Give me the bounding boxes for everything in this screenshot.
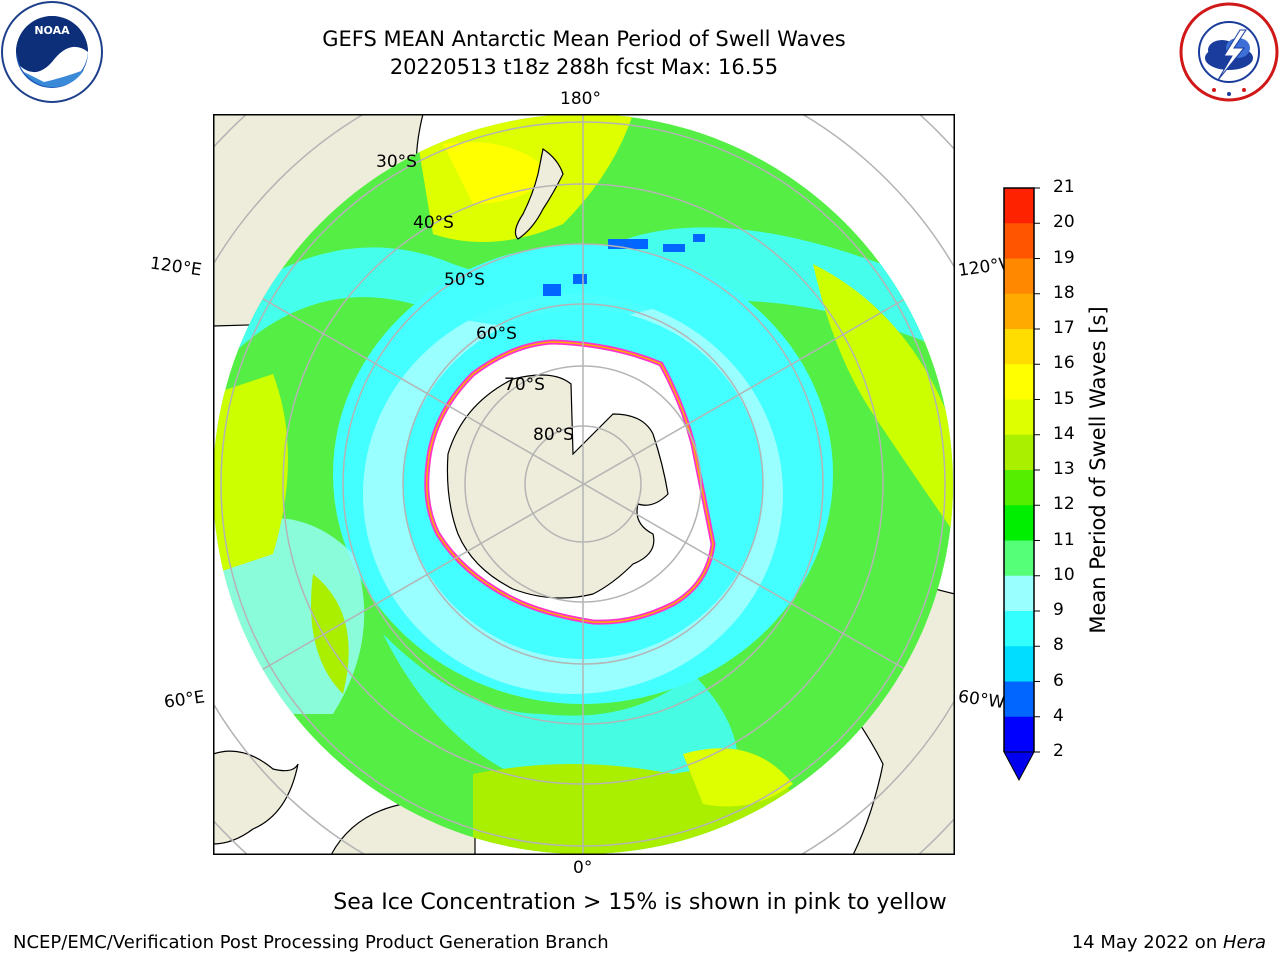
lon-label-60e: 60°E — [162, 687, 207, 713]
sea-ice-note: Sea Ice Concentration > 15% is shown in … — [333, 890, 947, 915]
lat-label-30s: 30°S — [376, 152, 417, 172]
colorbar-segment — [1004, 505, 1034, 541]
colorbar-tick-label: 12 — [1053, 494, 1075, 515]
colorbar-tick-label: 16 — [1053, 353, 1075, 374]
colorbar-tick-label: 9 — [1053, 600, 1064, 620]
colorbar — [1003, 187, 1040, 782]
colorbar-extend-triangle — [1003, 751, 1035, 782]
lon-label-0: 0° — [573, 858, 593, 878]
date-stamp: 14 May 2022 on Hera — [1072, 932, 1266, 953]
svg-text:NOAA: NOAA — [34, 24, 70, 37]
colorbar-segment — [1004, 188, 1034, 224]
colorbar-tick-label: 11 — [1053, 529, 1075, 550]
colorbar-segment — [1004, 434, 1034, 471]
colorbar-label: Mean Period of Swell Waves [s] — [1086, 306, 1110, 634]
colorbar-segment — [1004, 293, 1034, 330]
colorbar-tick-label: 21 — [1053, 177, 1075, 197]
polar-map — [213, 114, 955, 855]
colorbar-segment — [1004, 646, 1034, 682]
colorbar-tick-label: 2 — [1053, 741, 1064, 761]
chart-subtitle: 20220513 t18z 288h fcst Max: 16.55 — [389, 55, 779, 79]
colorbar-tick-label: 18 — [1053, 282, 1075, 303]
date-text: 14 May 2022 on — [1071, 932, 1223, 953]
colorbar-segment — [1004, 681, 1034, 718]
colorbar-tick-label: 19 — [1053, 247, 1075, 268]
lon-label-180: 180° — [560, 89, 601, 109]
lon-label-120e: 120°E — [148, 253, 203, 281]
colorbar-tick-label: 17 — [1053, 318, 1075, 338]
colorbar-tick-label: 15 — [1053, 388, 1075, 409]
credit-text: NCEP/EMC/Verification Post Processing Pr… — [13, 932, 609, 953]
colorbar-segment — [1004, 611, 1034, 647]
colorbar-tick-label: 6 — [1053, 670, 1064, 691]
colorbar-segment — [1004, 223, 1034, 259]
lat-label-40s: 40°S — [413, 213, 454, 233]
colorbar-segment — [1004, 364, 1034, 400]
colorbar-tick-label: 20 — [1053, 212, 1075, 233]
noaa-logo: NOAA — [1, 1, 103, 103]
chart-title: GEFS MEAN Antarctic Mean Period of Swell… — [322, 27, 846, 51]
machine-name: Hera — [1222, 932, 1266, 953]
land-africa-corner — [213, 750, 299, 845]
colorbar-tick-label: 4 — [1053, 705, 1064, 726]
lat-label-50s: 50°S — [444, 270, 485, 290]
colorbar-segment — [1004, 399, 1034, 436]
colorbar-segment — [1004, 575, 1034, 612]
colorbar-tick-label: 10 — [1053, 564, 1075, 585]
colorbar-segment — [1004, 258, 1034, 295]
land-new-zealand — [514, 148, 564, 240]
colorbar-segment — [1004, 329, 1034, 365]
colorbar-tick-label: 8 — [1053, 635, 1064, 656]
colorbar-tick-label: 13 — [1053, 459, 1075, 479]
lat-label-80s: 80°S — [533, 425, 574, 445]
lat-label-70s: 70°S — [504, 375, 545, 395]
lat-label-60s: 60°S — [476, 324, 517, 344]
colorbar-tick-label: 14 — [1053, 423, 1075, 444]
colorbar-segment — [1004, 540, 1034, 577]
nws-logo — [1179, 2, 1279, 102]
colorbar-segment — [1004, 716, 1034, 753]
colorbar-segment — [1004, 470, 1034, 506]
